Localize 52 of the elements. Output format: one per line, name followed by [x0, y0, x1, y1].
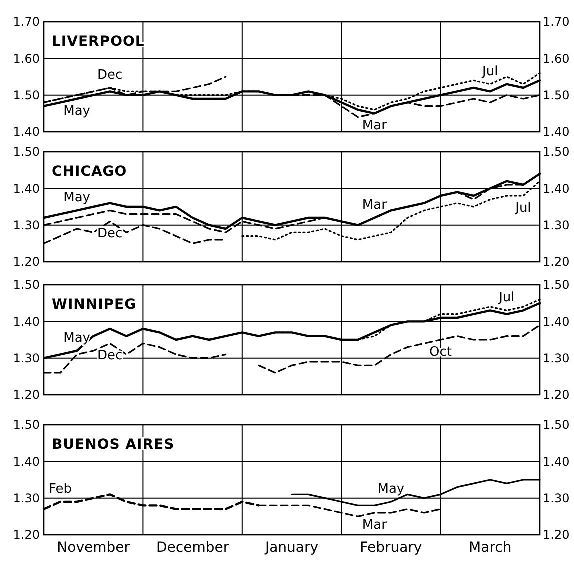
x-tick-label: March — [469, 540, 512, 556]
y-tick-label: 1.30 — [13, 218, 40, 233]
y2-tick-label: 1.30 — [543, 352, 570, 366]
y-tick-label: 1.40 — [13, 454, 40, 469]
y2-tick-label: 1.50 — [543, 145, 570, 160]
y-tick-label: 1.60 — [13, 52, 40, 66]
y2-tick-label: 1.50 — [543, 88, 570, 103]
series-label: Mar — [362, 118, 388, 134]
series-label: Mar — [362, 518, 388, 533]
series-label: Jul — [514, 201, 532, 216]
series-label: May — [64, 104, 91, 119]
x-tick-label: February — [360, 540, 422, 556]
y-tick-label: 1.30 — [13, 492, 40, 506]
y-tick-label: 1.50 — [13, 278, 40, 292]
y2-tick-label: 1.30 — [543, 492, 570, 506]
y-tick-label: 1.20 — [13, 255, 40, 270]
y2-tick-label: 1.40 — [543, 182, 570, 196]
text: CHICAGO — [52, 164, 128, 180]
text: WINNIPEG — [52, 297, 137, 313]
y-tick-label: 1.50 — [13, 88, 40, 103]
y-tick-label: 1.50 — [13, 418, 40, 432]
y2-tick-label: 1.20 — [543, 528, 570, 542]
series-label: Jul — [482, 64, 498, 80]
x-tick-label: December — [156, 540, 230, 556]
y2-tick-label: 1.20 — [543, 388, 570, 402]
series-label: Feb — [49, 482, 72, 497]
y-tick-label: 1.40 — [13, 314, 40, 329]
y2-tick-label: 1.20 — [543, 255, 570, 270]
y-tick-label: 1.20 — [13, 528, 40, 542]
y2-tick-label: 1.60 — [543, 52, 570, 66]
y2-tick-label: 1.50 — [543, 278, 570, 292]
series-label: Jul — [498, 290, 515, 306]
y-tick-label: 1.70 — [13, 15, 40, 30]
y2-tick-label: 1.50 — [543, 418, 570, 432]
series-label: Mar — [362, 198, 388, 213]
series-label: Dec — [98, 226, 123, 242]
y-tick-label: 1.50 — [13, 145, 40, 160]
x-tick-label: November — [57, 540, 130, 556]
y-tick-label: 1.20 — [13, 388, 40, 402]
series-label: May — [64, 331, 91, 346]
y-tick-label: 1.40 — [13, 182, 40, 196]
series-label: May — [378, 482, 405, 497]
y2-tick-label: 1.40 — [543, 125, 570, 140]
y-tick-label: 1.40 — [13, 125, 40, 140]
y-tick-label: 1.30 — [13, 352, 40, 366]
y2-tick-label: 1.40 — [543, 454, 570, 469]
x-tick-label: January — [264, 540, 319, 556]
y2-tick-label: 1.40 — [543, 314, 570, 329]
series-label: May — [64, 190, 91, 206]
y2-tick-label: 1.70 — [543, 15, 570, 30]
y2-tick-label: 1.30 — [543, 218, 570, 233]
series-label: Dec — [98, 68, 123, 83]
